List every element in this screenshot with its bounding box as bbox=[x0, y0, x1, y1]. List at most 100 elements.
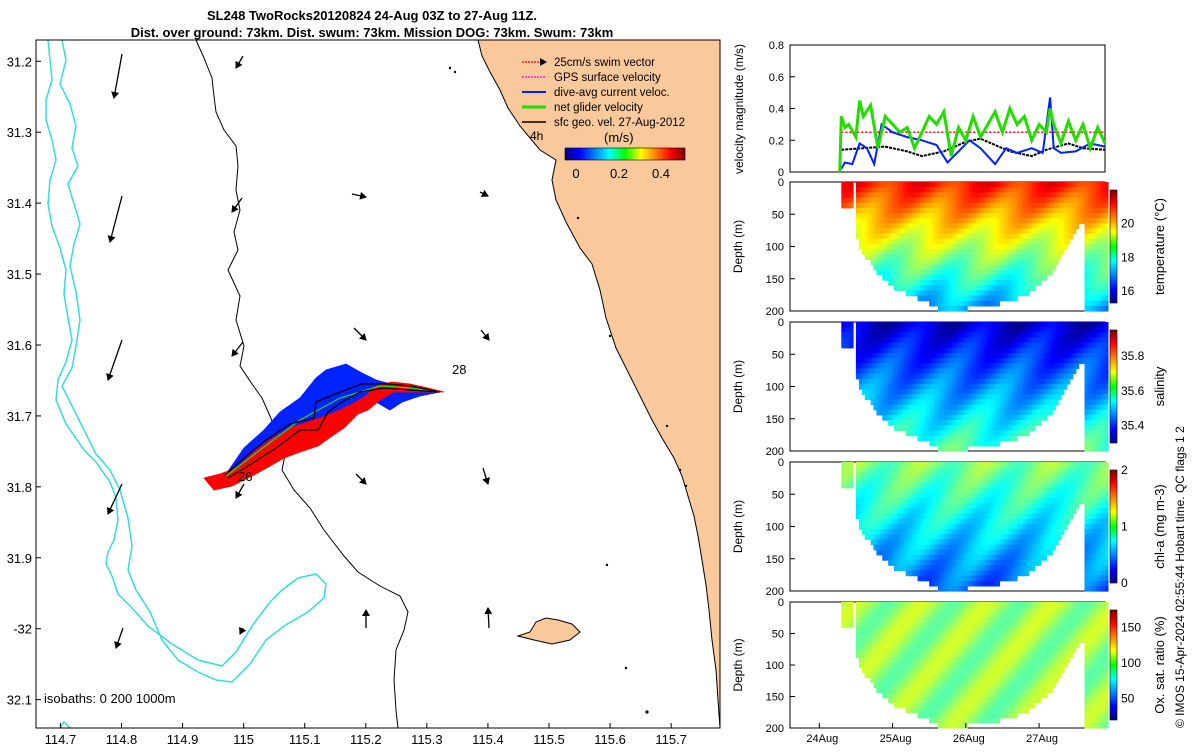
speed-colorbar bbox=[565, 148, 685, 160]
section-cell bbox=[1079, 218, 1083, 224]
section-cell bbox=[1011, 198, 1015, 204]
section-cell bbox=[1049, 265, 1053, 271]
section-cell bbox=[1099, 213, 1103, 219]
section-cell bbox=[991, 358, 995, 364]
section-cell bbox=[935, 223, 939, 229]
section-cell bbox=[1079, 203, 1083, 209]
section-cell bbox=[1002, 218, 1006, 224]
section-cell bbox=[923, 213, 927, 219]
section-cell bbox=[944, 519, 948, 525]
section-cell bbox=[923, 467, 927, 473]
section-cell bbox=[964, 338, 968, 344]
section-cell bbox=[982, 322, 986, 328]
section-cell bbox=[1049, 244, 1053, 250]
section-cell bbox=[991, 519, 995, 525]
section-cell bbox=[1020, 239, 1024, 245]
section-cell bbox=[935, 524, 939, 530]
section-cell bbox=[876, 338, 880, 344]
section-cell bbox=[1041, 353, 1045, 359]
section-cell bbox=[982, 581, 986, 587]
section-cell bbox=[953, 228, 957, 234]
section-cell bbox=[991, 394, 995, 400]
section-cell bbox=[1099, 306, 1103, 312]
section-cell bbox=[935, 420, 939, 426]
section-cell bbox=[1002, 203, 1006, 209]
section-cell bbox=[1020, 244, 1024, 250]
section-cell bbox=[953, 265, 957, 271]
section-cell bbox=[1011, 374, 1015, 380]
section-cell bbox=[1105, 374, 1109, 380]
section-cell bbox=[865, 389, 869, 395]
section-cell bbox=[856, 198, 860, 204]
section-cell bbox=[1020, 213, 1024, 219]
section-cell bbox=[876, 358, 880, 364]
section-cell bbox=[1090, 425, 1094, 431]
section-cell bbox=[953, 187, 957, 193]
map-y-tick-label: 32.1 bbox=[7, 693, 32, 708]
section-cell bbox=[1011, 368, 1015, 374]
section-cell bbox=[847, 467, 851, 473]
section-cell bbox=[894, 223, 898, 229]
section-cell bbox=[964, 368, 968, 374]
section-cell bbox=[876, 203, 880, 209]
section-cell bbox=[1020, 259, 1024, 265]
section-cell bbox=[894, 332, 898, 338]
section-cell bbox=[865, 379, 869, 385]
section-cell bbox=[1041, 265, 1045, 271]
section-cell bbox=[944, 560, 948, 566]
section-cell bbox=[991, 399, 995, 405]
section-cell bbox=[856, 472, 860, 478]
section-cell bbox=[1055, 399, 1059, 405]
section-cell bbox=[944, 223, 948, 229]
section-cell bbox=[982, 228, 986, 234]
section-cell bbox=[1061, 182, 1065, 188]
section-cell bbox=[894, 244, 898, 250]
section-cell bbox=[915, 327, 919, 333]
section-cell bbox=[1079, 213, 1083, 219]
section-cell bbox=[1105, 280, 1109, 286]
section-cell bbox=[876, 498, 880, 504]
section-cell bbox=[1011, 498, 1015, 504]
section-cell bbox=[915, 410, 919, 416]
section-cell bbox=[915, 218, 919, 224]
section-cell bbox=[944, 182, 948, 188]
section-cell bbox=[1002, 384, 1006, 390]
section-cell bbox=[964, 560, 968, 566]
section-cell bbox=[1070, 363, 1074, 369]
section-cell bbox=[1105, 301, 1109, 307]
section-cell bbox=[1011, 290, 1015, 296]
section-cell bbox=[865, 519, 869, 525]
section-cell bbox=[953, 280, 957, 286]
section-cell bbox=[1099, 203, 1103, 209]
section-cell bbox=[915, 244, 919, 250]
section-cell bbox=[1002, 415, 1006, 421]
section-cell bbox=[1032, 228, 1036, 234]
section-cell bbox=[923, 472, 927, 478]
section-cell bbox=[964, 192, 968, 198]
section-cell bbox=[991, 244, 995, 250]
section-cell bbox=[923, 493, 927, 499]
section-cell bbox=[991, 534, 995, 540]
section-cell bbox=[1011, 384, 1015, 390]
section-cell bbox=[935, 213, 939, 219]
section-cell bbox=[982, 550, 986, 556]
section-cell bbox=[953, 290, 957, 296]
section-cell bbox=[1011, 249, 1015, 255]
section-cell bbox=[953, 565, 957, 571]
section-cell bbox=[1038, 420, 1042, 426]
section-cell bbox=[906, 187, 910, 193]
section-cell bbox=[991, 296, 995, 302]
section-cell bbox=[1002, 410, 1006, 416]
section-cell bbox=[1011, 213, 1015, 219]
section-cell bbox=[944, 493, 948, 499]
section-cell bbox=[1041, 187, 1045, 193]
map-x-tick-label: 115.2 bbox=[350, 732, 382, 747]
section-cell bbox=[865, 358, 869, 364]
section-cell bbox=[1079, 182, 1083, 188]
section-cell bbox=[923, 259, 927, 265]
section-cell bbox=[1049, 198, 1053, 204]
section-cell bbox=[1105, 420, 1109, 426]
section-cell bbox=[935, 301, 939, 307]
section-cell bbox=[982, 223, 986, 229]
section-cell bbox=[1049, 405, 1053, 411]
